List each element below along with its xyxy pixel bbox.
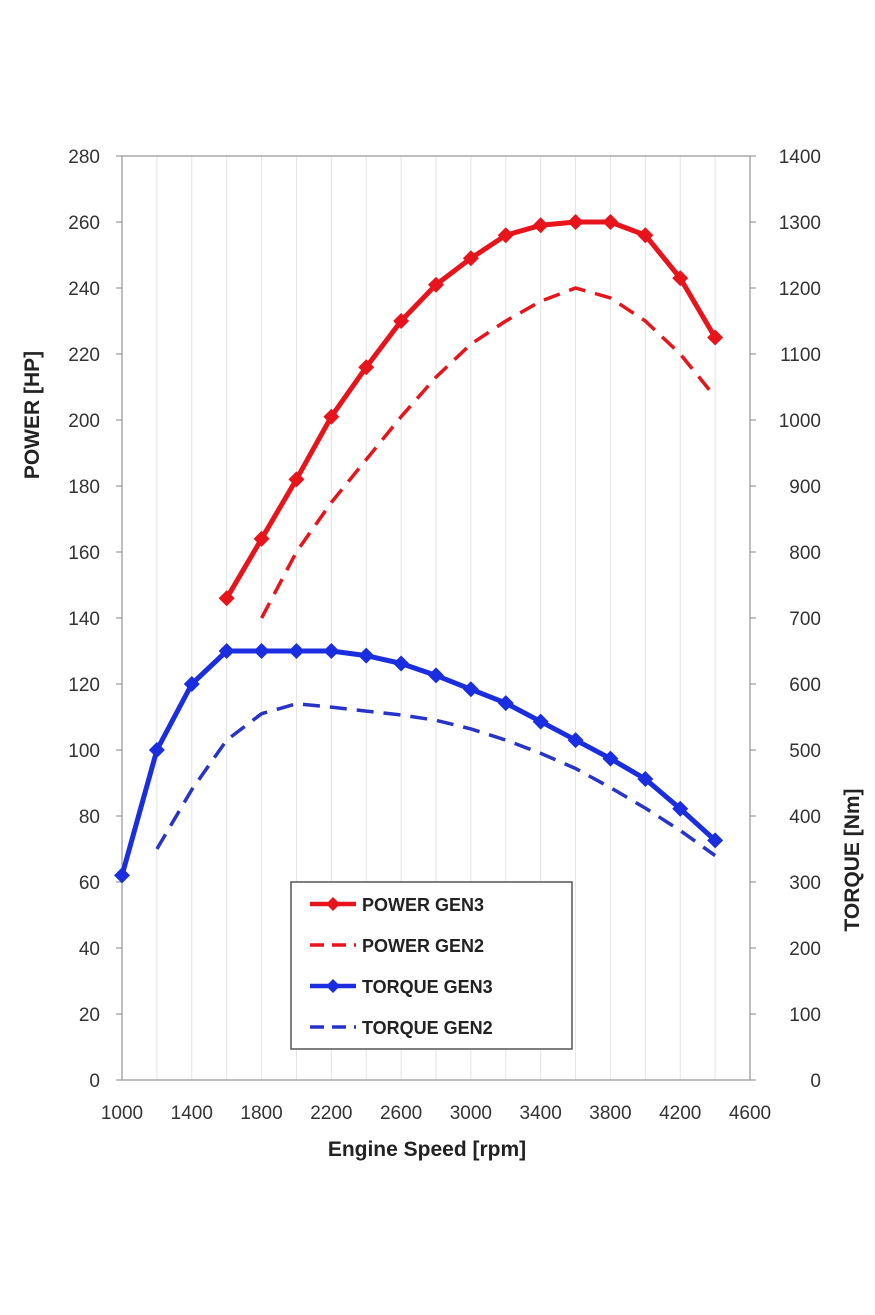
y-left-tick-label: 220 <box>68 345 100 366</box>
y-left-tick-label: 160 <box>68 543 100 564</box>
y-right-tick-label: 200 <box>789 939 821 960</box>
data-point-power-gen3 <box>602 214 619 230</box>
legend-box <box>290 881 573 1050</box>
legend-label-power-gen2: POWER GEN2 <box>362 936 484 956</box>
data-point-power-gen3 <box>497 227 514 244</box>
x-tick-label: 3800 <box>589 1103 631 1124</box>
y-left-tick-label: 40 <box>79 939 100 960</box>
data-point-torque-gen3 <box>393 655 410 672</box>
data-point-power-gen3 <box>323 408 340 425</box>
y-right-tick-label: 300 <box>789 873 821 894</box>
data-point-power-gen3 <box>218 590 235 607</box>
y-left-tick-label: 100 <box>68 741 100 762</box>
data-point-torque-gen3 <box>183 676 200 692</box>
data-point-torque-gen3 <box>567 732 584 749</box>
y-right-tick-label: 1300 <box>779 213 821 234</box>
x-tick-label: 4200 <box>659 1103 701 1124</box>
legend-label-power-gen3: POWER GEN3 <box>362 895 484 915</box>
series-line-torque-gen3 <box>119 648 717 877</box>
legend-label-torque-gen2: TORQUE GEN2 <box>362 1018 493 1038</box>
y-right-tick-label: 400 <box>789 807 821 828</box>
y-right-tick-label: 700 <box>789 609 821 630</box>
y-left-tick-label: 260 <box>68 213 100 234</box>
x-tick-label: 3400 <box>520 1103 562 1124</box>
data-point-power-gen3 <box>567 214 584 230</box>
grid-lines <box>156 156 716 1080</box>
legend-items: POWER GEN3 POWER GEN2 TORQUE GEN3 TORQUE GE… <box>310 895 493 1038</box>
x-tick-label: 4600 <box>729 1103 771 1124</box>
y-right-tick-label: 100 <box>789 1005 821 1026</box>
y-left-tick-label: 200 <box>68 411 100 432</box>
y-right-tick-label: 500 <box>789 741 821 762</box>
y-right-tick-label: 1000 <box>779 411 821 432</box>
y-right-tick-label: 0 <box>810 1071 821 1092</box>
series-lines <box>114 214 724 884</box>
data-point-power-gen3 <box>532 217 549 234</box>
y-right-tick-label: 800 <box>789 543 821 564</box>
data-point-power-gen3 <box>288 471 305 488</box>
y-left-tick-label: 280 <box>68 147 100 168</box>
legend-marker-power-gen3 <box>326 897 340 911</box>
x-tick-label: 1800 <box>240 1103 282 1124</box>
data-point-torque-gen3 <box>323 643 340 659</box>
legend-label-torque-gen3: TORQUE GEN3 <box>362 977 493 997</box>
data-point-torque-gen3 <box>114 867 130 884</box>
data-point-torque-gen3 <box>532 713 549 730</box>
y-left-tick-label: 80 <box>79 807 100 828</box>
data-point-power-gen3 <box>393 313 410 329</box>
data-point-torque-gen3 <box>497 695 514 712</box>
data-point-torque-gen3 <box>462 681 479 698</box>
series-line-torque-gen2 <box>155 702 717 858</box>
y-axis-right-title: TORQUE [Nm] <box>841 788 864 931</box>
y-left-tick-label: 60 <box>79 873 100 894</box>
y-axis-left-title: POWER [HP] <box>21 351 44 479</box>
data-point-torque-gen3 <box>288 643 305 659</box>
data-point-power-gen3 <box>462 250 479 267</box>
x-tick-label: 1400 <box>171 1103 213 1124</box>
data-point-power-gen3 <box>707 329 724 346</box>
legend: POWER GEN3 POWER GEN2 TORQUE GEN3 TORQUE GE… <box>290 881 573 1050</box>
data-point-torque-gen3 <box>602 750 619 767</box>
x-tick-label: 1000 <box>101 1103 143 1124</box>
y-left-tick-label: 240 <box>68 279 100 300</box>
data-point-power-gen3 <box>428 276 444 293</box>
x-tick-label: 2600 <box>380 1103 422 1124</box>
data-point-power-gen3 <box>253 530 270 547</box>
y-right-tick-label: 1100 <box>780 345 821 366</box>
data-point-torque-gen3 <box>253 643 270 659</box>
y-right-tick-label: 1400 <box>779 147 821 168</box>
data-point-power-gen3 <box>358 359 375 376</box>
y-left-tick-label: 20 <box>79 1005 100 1026</box>
y-left-tick-label: 180 <box>68 477 100 498</box>
data-point-torque-gen3 <box>637 771 654 788</box>
x-tick-label: 2200 <box>310 1103 352 1124</box>
data-point-power-gen3 <box>637 227 654 244</box>
y-left-tick-label: 0 <box>89 1071 100 1092</box>
y-right-tick-label: 600 <box>789 675 821 696</box>
y-right-tick-label: 900 <box>789 477 821 498</box>
series-line-power-gen2 <box>260 286 717 619</box>
y-left-tick-label: 140 <box>68 609 100 630</box>
y-left-tick-label: 120 <box>68 675 100 696</box>
data-point-torque-gen3 <box>218 643 235 659</box>
x-tick-label: 3000 <box>450 1103 492 1124</box>
data-point-power-gen3 <box>672 270 689 287</box>
axis-ticks: 1000 1400 1800 2200 2600 3000 3400 3800 4200 4600… <box>68 147 821 1124</box>
y-right-tick-label: 1200 <box>779 279 821 300</box>
legend-marker-torque-gen3 <box>326 979 340 993</box>
data-point-torque-gen3 <box>358 647 375 664</box>
data-point-torque-gen3 <box>707 832 724 849</box>
data-point-torque-gen3 <box>672 800 689 817</box>
x-axis-title: Engine Speed [rpm] <box>328 1138 526 1161</box>
data-point-torque-gen3 <box>428 667 444 684</box>
data-point-torque-gen3 <box>148 742 165 758</box>
